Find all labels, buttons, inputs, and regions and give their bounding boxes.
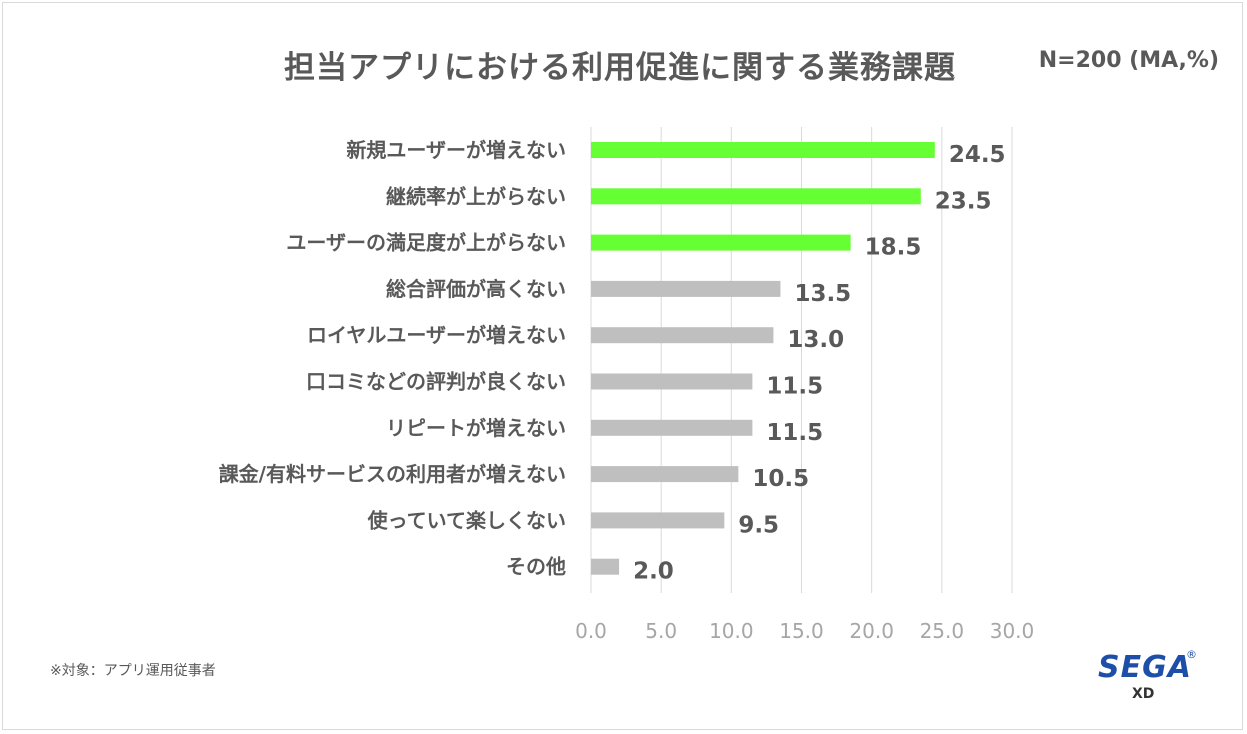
category-label: 課金/有料サービスの利用者が増えない [219, 462, 566, 486]
bar [591, 466, 739, 483]
value-label: 18.5 [865, 235, 922, 261]
value-label: 23.5 [935, 188, 992, 214]
value-label: 13.5 [794, 281, 851, 307]
registered-mark: ® [1186, 648, 1197, 661]
target-note: ※対象：アプリ運用従事者 [50, 663, 216, 679]
value-label: 9.5 [738, 512, 779, 538]
bar [591, 234, 851, 251]
chart-title: 担当アプリにおける利用促進に関する業務課題 [284, 50, 956, 86]
bar [591, 558, 620, 575]
category-label: 使っていて楽しくない [367, 508, 566, 532]
x-tick-label: 30.0 [990, 619, 1035, 643]
value-label: 11.5 [766, 420, 823, 446]
category-label: ロイヤルユーザーが増えない [307, 323, 566, 347]
category-label: 総合評価が高くない [386, 277, 566, 301]
bar [591, 373, 753, 390]
value-label: 2.0 [633, 559, 674, 585]
x-tick-label: 10.0 [709, 619, 754, 643]
x-tick-label: 25.0 [920, 619, 965, 643]
x-tick-label: 0.0 [575, 619, 607, 643]
category-label: 継続率が上がらない [386, 184, 566, 208]
category-label: ユーザーの満足度が上がらない [286, 231, 566, 255]
bar [591, 188, 921, 205]
value-label: 10.5 [752, 466, 809, 492]
category-label: その他 [506, 555, 566, 579]
sega-xd-logo: SEGA ® XD [1098, 648, 1198, 710]
category-label: 口コミなどの評判が良くない [306, 370, 566, 394]
x-tick-label: 20.0 [849, 619, 894, 643]
value-label: 13.0 [787, 327, 844, 353]
value-label: 24.5 [949, 142, 1006, 168]
bar [591, 280, 781, 297]
logo-sub: XD [1132, 686, 1155, 702]
x-tick-label: 5.0 [645, 619, 677, 643]
bar [591, 512, 725, 529]
bar [591, 419, 753, 436]
category-label: 新規ユーザーが増えない [346, 138, 566, 162]
bar [591, 327, 774, 344]
category-label: リピートが増えない [386, 416, 566, 440]
logo-word: SEGA [1098, 650, 1192, 685]
sample-size-label: N=200 (MA,%) [1038, 48, 1219, 73]
bar [591, 142, 935, 158]
value-label: 11.5 [766, 374, 823, 400]
x-tick-label: 15.0 [779, 619, 824, 643]
